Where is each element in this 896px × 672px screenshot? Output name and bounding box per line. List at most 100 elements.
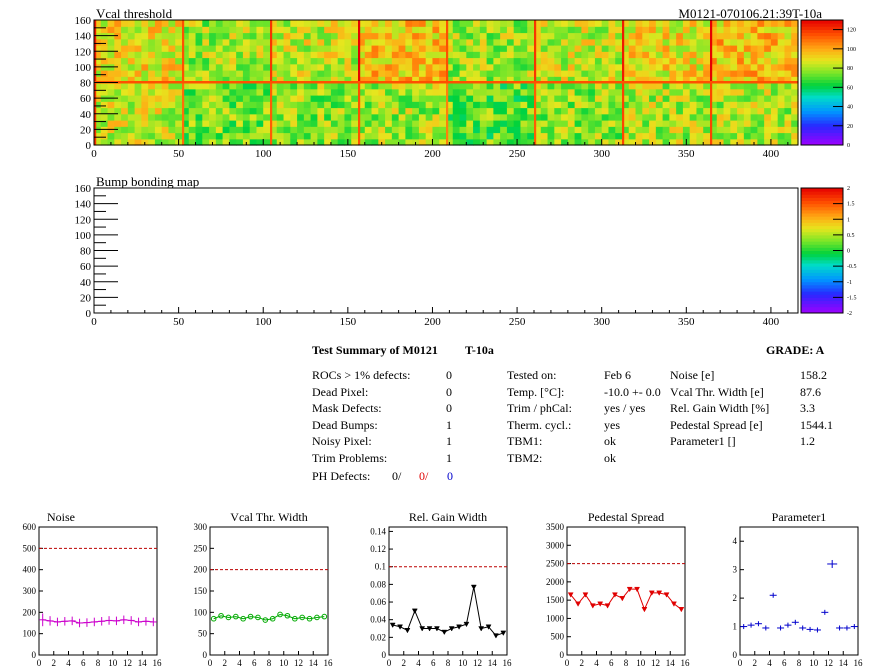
heatmap-cell (574, 101, 582, 109)
heatmap-cell (168, 138, 176, 146)
heatmap-cell (351, 113, 359, 121)
heatmap-cell (425, 32, 434, 40)
heatmap-cell (371, 70, 379, 77)
heatmap-cell (276, 45, 285, 52)
heatmap-cell (527, 26, 535, 34)
heatmap-cell (777, 88, 786, 96)
heatmap-cell (628, 88, 637, 96)
heatmap-cell (770, 107, 779, 115)
heatmap-cell (317, 20, 325, 27)
heatmap-cell (405, 51, 413, 59)
heatmap-cell (330, 32, 339, 40)
heatmap-cell (622, 76, 630, 84)
heatmap-cell (669, 45, 677, 52)
heatmap-cell (567, 63, 576, 71)
heatmap-cell (486, 45, 494, 52)
heatmap-cell (256, 51, 264, 59)
heatmap-cell (215, 38, 224, 46)
heatmap-cell (622, 138, 630, 146)
palette-swatch (801, 206, 843, 211)
heatmap-cell (188, 132, 197, 140)
heatmap-cell (330, 51, 339, 59)
heatmap-cell (459, 70, 467, 77)
heatmap-cell (297, 82, 305, 90)
heatmap-cell (297, 51, 305, 59)
heatmap-cell (574, 138, 582, 146)
heatmap-cell (141, 70, 149, 77)
x-tick-label: 2 (52, 658, 57, 668)
heatmap-cell (391, 70, 400, 77)
heatmap-cell (635, 88, 643, 96)
heatmap-cell (486, 101, 494, 109)
heatmap-cell (121, 138, 129, 146)
heatmap-cell (581, 26, 589, 34)
heatmap-cell (459, 20, 467, 27)
heatmap-cell (608, 26, 616, 34)
heatmap-cell (757, 132, 765, 140)
heatmap-cell (351, 120, 359, 127)
heatmap-cell (236, 120, 244, 127)
heatmap-cell (317, 26, 325, 34)
y-tick-label: 120 (75, 214, 92, 226)
heatmap-cell (716, 70, 725, 77)
heatmap-cell (500, 70, 508, 77)
heatmap-cell (344, 101, 352, 109)
heatmap-cell (588, 32, 596, 40)
heatmap-cell (351, 95, 359, 102)
heatmap-cell (588, 107, 596, 115)
heatmap-cell (330, 120, 339, 127)
heatmap-cell (222, 38, 230, 46)
heatmap-cell (182, 26, 190, 34)
heatmap-cell (195, 38, 203, 46)
heatmap-cell (249, 45, 258, 52)
heatmap-cell (385, 51, 393, 59)
heatmap-cell (601, 113, 610, 121)
x-tick-label: 16 (153, 658, 163, 668)
heatmap-cell (479, 82, 488, 90)
heatmap-cell (283, 63, 291, 71)
heatmap-cell (290, 38, 298, 46)
palette-swatch (801, 263, 843, 267)
heatmap-cell (770, 57, 779, 65)
heatmap-cell (608, 20, 616, 27)
heatmap-cell (588, 126, 596, 134)
heatmap-cell (466, 70, 474, 77)
heatmap-cell (716, 132, 725, 140)
heatmap-cell (195, 126, 203, 134)
heatmap-cell (574, 113, 582, 121)
heatmap-cell (290, 107, 298, 115)
heatmap-cell (466, 57, 474, 65)
heatmap-cell (513, 57, 522, 65)
heatmap-cell (391, 63, 400, 71)
heatmap-cell (764, 70, 772, 77)
heatmap-cell (723, 70, 731, 77)
heatmap-cell (534, 38, 542, 46)
heatmap-cell (425, 88, 434, 96)
heatmap-cell (594, 88, 603, 96)
y-tick-label: 200 (23, 607, 37, 617)
heatmap-cell (520, 45, 528, 52)
heatmap-cell (561, 76, 569, 84)
heatmap-cell (127, 138, 136, 146)
heatmap-cell (791, 57, 799, 65)
heatmap-cell (202, 51, 210, 59)
heatmap-cell (547, 107, 555, 115)
heatmap-cell (127, 82, 136, 90)
heatmap-cell (662, 20, 670, 27)
heatmap-cell (188, 32, 197, 40)
heatmap-cell (506, 70, 515, 77)
heatmap-cell (209, 76, 217, 84)
heatmap-cell (344, 113, 352, 121)
heatmap-cell (134, 38, 142, 46)
heatmap-cell (737, 88, 745, 96)
x-tick-label: 6 (782, 658, 787, 668)
heatmap-cell (452, 76, 461, 84)
heatmap-cell (425, 63, 434, 71)
series-line (392, 586, 504, 637)
x-tick-label: 8 (624, 658, 629, 668)
heatmap-cell (601, 51, 610, 59)
heatmap-cell (385, 126, 393, 134)
heatmap-cell (601, 32, 610, 40)
heatmap-cell (743, 57, 752, 65)
x-tick-label: 4 (237, 658, 242, 668)
